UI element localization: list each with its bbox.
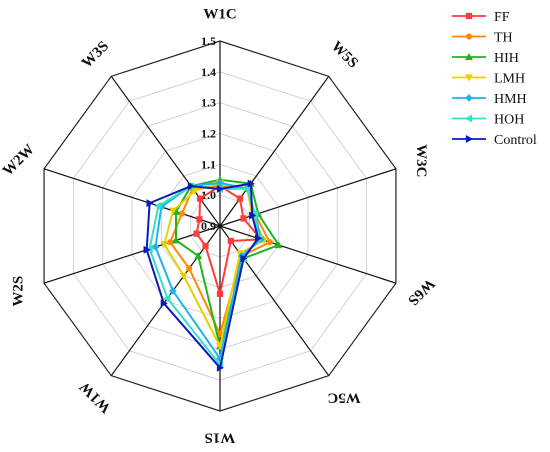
legend-marker — [464, 52, 474, 61]
radial-tick-label: 1.1 — [201, 157, 216, 171]
radial-tick-label: 1.3 — [201, 96, 216, 110]
data-point — [169, 207, 178, 215]
data-series — [143, 175, 283, 372]
axis-label-w3s: W3S — [79, 38, 112, 71]
axis-label-w3c: W3C — [413, 144, 429, 177]
axis-label-w2w: W2W — [0, 141, 38, 179]
data-point — [236, 195, 244, 202]
data-point — [240, 254, 248, 263]
axis-spoke — [110, 225, 221, 377]
data-point — [187, 182, 196, 191]
axis-spoke — [219, 75, 330, 227]
legend-label: HIH — [494, 51, 519, 66]
axis-label-w5s: W5S — [328, 38, 361, 71]
legend-marker — [465, 33, 473, 40]
axis-label-w5c: W5C — [327, 389, 360, 405]
data-point — [216, 363, 225, 372]
legend-marker — [464, 74, 474, 82]
axis-label-w6s: W6S — [405, 275, 438, 308]
radial-tick-label: 1.4 — [201, 65, 216, 79]
data-point — [193, 230, 200, 237]
data-point — [143, 245, 151, 254]
legend-marker — [465, 94, 473, 102]
legend-label: FF — [494, 10, 510, 25]
data-point — [202, 242, 209, 250]
data-point — [196, 195, 204, 202]
legend-label: Control — [494, 133, 537, 148]
data-point — [179, 272, 188, 281]
legend-label: LMH — [494, 72, 525, 87]
axis-label-w1s: W1S — [205, 430, 236, 446]
data-point — [254, 234, 263, 243]
data-point — [171, 236, 181, 244]
data-point — [168, 286, 177, 295]
radial-tick-labels: 0.91.01.11.21.31.41.5 — [201, 34, 216, 233]
legend-item-hoh: HOH — [452, 113, 524, 128]
legend-item-th: TH — [452, 31, 513, 46]
radial-tick-label: 0.9 — [201, 219, 216, 233]
legend-marker — [465, 12, 473, 20]
data-point — [178, 210, 186, 217]
legend-marker — [464, 114, 473, 123]
axis-label-w1w: W1W — [77, 378, 115, 416]
data-point — [249, 211, 257, 220]
series-control — [143, 179, 263, 372]
legend-item-lmh: LMH — [452, 72, 525, 87]
data-point — [163, 294, 171, 303]
axis-spoke — [219, 225, 330, 377]
data-point — [194, 251, 203, 260]
data-point — [186, 265, 193, 272]
legend-item-control: Control — [452, 133, 537, 148]
data-point — [167, 239, 174, 246]
axis-label-w1c: W1C — [203, 6, 236, 22]
series-hmh — [151, 178, 266, 363]
legend-label: HMH — [494, 92, 527, 107]
legend-item-ff: FF — [452, 10, 510, 25]
axis-spoke — [219, 225, 397, 284]
legend-label: TH — [494, 31, 513, 46]
data-point — [190, 187, 199, 196]
data-point — [266, 239, 273, 246]
legend: FF TH HIH LMH HMH HOH Control — [452, 10, 537, 148]
data-point — [216, 184, 225, 194]
data-point — [154, 201, 162, 211]
data-point — [151, 243, 160, 251]
data-point — [196, 216, 203, 223]
data-point — [216, 290, 224, 297]
data-point — [240, 215, 247, 222]
axis-spoke — [43, 225, 221, 284]
data-point — [216, 178, 224, 187]
legend-item-hmh: HMH — [452, 92, 527, 107]
radial-tick-label: 1.5 — [201, 34, 216, 48]
legend-item-hih: HIH — [452, 51, 519, 66]
data-point — [227, 237, 235, 245]
data-point — [247, 179, 255, 188]
axis-label-w2s: W2S — [11, 276, 27, 307]
radial-tick-label: 1.2 — [201, 127, 216, 141]
legend-marker — [465, 134, 474, 144]
data-point — [160, 299, 168, 308]
data-point — [160, 240, 169, 249]
axis-spoke — [43, 168, 221, 227]
data-point — [274, 240, 283, 249]
legend-label: HOH — [494, 113, 524, 128]
data-point — [146, 199, 154, 208]
